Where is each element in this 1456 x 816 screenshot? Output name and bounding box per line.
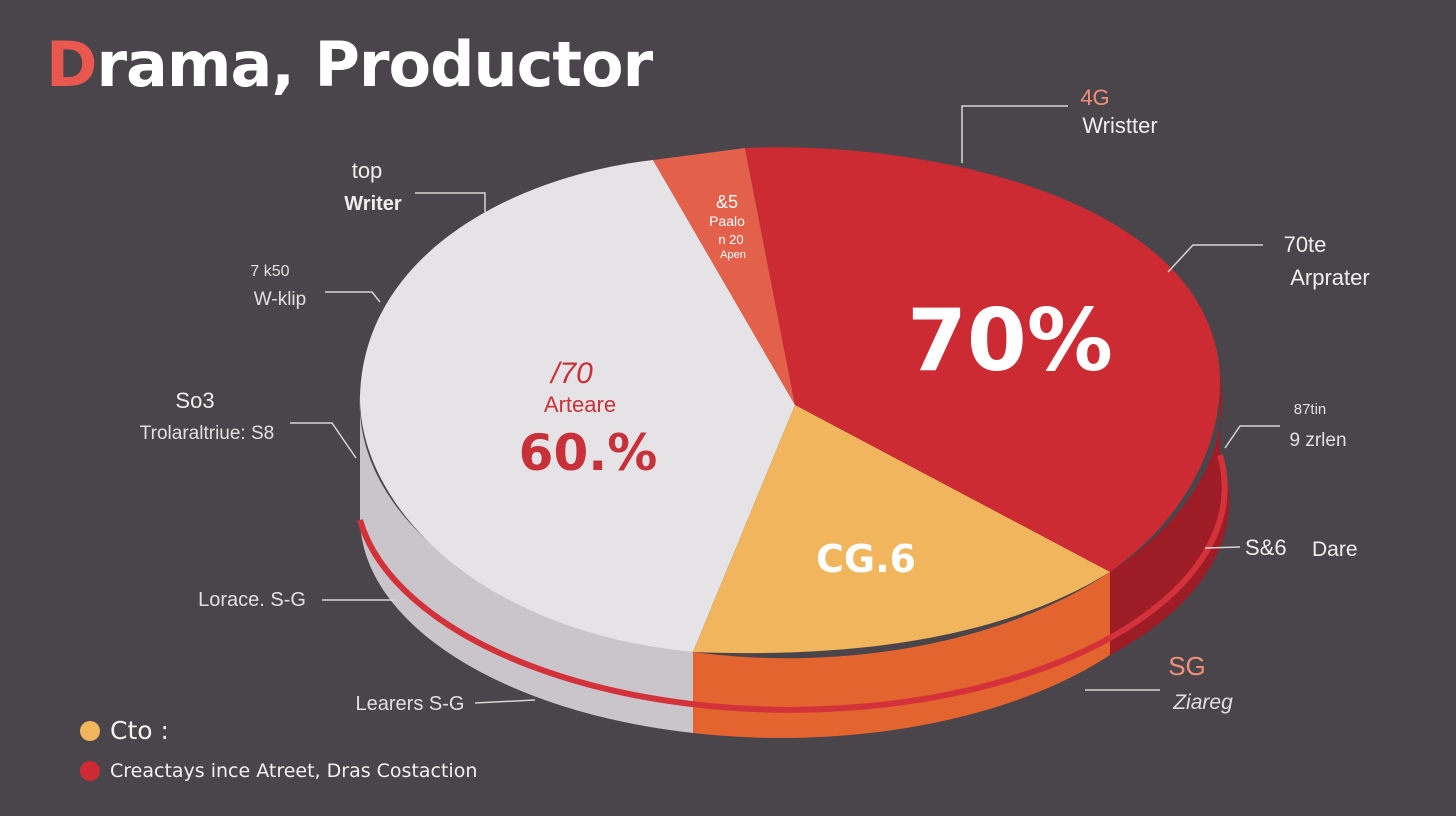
pie-side-orange (693, 572, 1110, 738)
leader-dare (1204, 546, 1241, 549)
legend-item-red: Creactays ince Atreet, Dras Costaction (80, 760, 477, 782)
slice-cg-value: CG.6 (816, 537, 916, 581)
slice-arteare-value: 60.% (519, 424, 658, 482)
title-first-letter: D (46, 28, 97, 101)
slice-arteare-top: /70 (549, 357, 593, 390)
callout-ziareg-value: SG (1168, 651, 1206, 681)
slice-cg (693, 405, 1110, 654)
pie-top (359, 147, 1221, 654)
leader-wklip (325, 291, 381, 303)
slice-main (745, 147, 1221, 572)
pie-side (357, 375, 1230, 738)
pie-side-red (1110, 375, 1230, 655)
legend-item-cto: Cto : (80, 716, 169, 745)
leader-trolaraltriue (290, 422, 357, 459)
callout-trolaraltriue-name: Trolaraltriue: S8 (140, 423, 274, 444)
callout-wristter-name: Wristter (1082, 113, 1157, 138)
legend-label: Creactays ince Atreet, Dras Costaction (110, 760, 478, 782)
callout-wklip-name: W-klip (254, 289, 306, 310)
callout-ziareg-name: Ziareg (1172, 691, 1233, 714)
callout-wristter-value: 4G (1080, 85, 1109, 110)
legend-swatch (80, 761, 100, 781)
callout-trolaraltriue-value: So3 (175, 388, 214, 413)
slice-paalo-top: &5 (716, 192, 738, 212)
slice-paalo-name: Paalo (709, 213, 745, 229)
leader-wristter (961, 105, 1068, 163)
callout-arprater-value: 70te (1284, 232, 1327, 257)
slice-main-value: 70% (907, 291, 1113, 391)
callout-dare-value: S&6 (1245, 535, 1287, 560)
leader-learers (474, 699, 536, 704)
pie-side-white (359, 395, 693, 733)
callout-arprater-name: Arprater (1290, 265, 1369, 290)
callout-zrlen-name: 9 zrlen (1289, 430, 1346, 451)
slice-paalo-extra: n 20 (718, 232, 743, 247)
callout-writer-value: top (352, 158, 383, 183)
leader-writer (415, 192, 486, 212)
callout-lorace: Lorace. S-G (198, 589, 306, 611)
slice-paalo-sub: Apen (720, 249, 746, 261)
leader-zrlen (1224, 425, 1280, 449)
pie-bottom-rim (357, 454, 1228, 713)
leader-arprater (1167, 244, 1263, 273)
callout-wklip-value: 7 k50 (250, 263, 289, 280)
callout-writer-name: Writer (344, 193, 402, 215)
slice-paalo (653, 148, 795, 405)
title-rest: rama, Productor (96, 28, 653, 101)
callout-learers: Learers S-G (356, 693, 465, 715)
chart-title: Drama, Productor (46, 28, 653, 101)
slice-arteare (359, 160, 795, 652)
legend-swatch (80, 720, 100, 741)
callout-dare-name: Dare (1312, 538, 1358, 561)
legend-label: Cto : (110, 716, 169, 745)
leader-lines (290, 105, 1280, 704)
slice-arteare-name: Arteare (544, 392, 616, 417)
callout-zrlen-value: 87tin (1294, 401, 1327, 418)
